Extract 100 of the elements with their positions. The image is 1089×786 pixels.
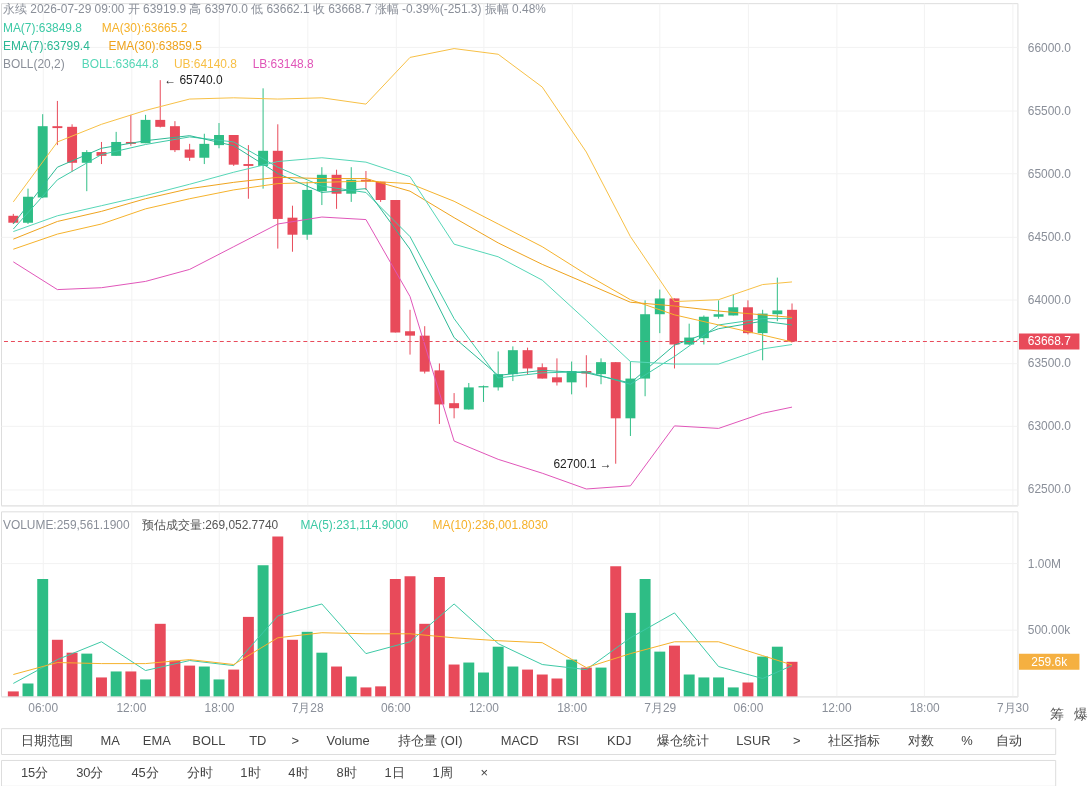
text: 自动 [996, 733, 1023, 749]
annotation: 永续 2026-07-29 09:00 开 63919.9 高 63970.0 低 63662.1 收 63668.7 涨幅 -0.39%(-251.3) 振幅 0.48% [2, 2, 547, 17]
text: 分时 [186, 764, 213, 780]
text: 筹 [1050, 706, 1065, 723]
bar [22, 683, 34, 697]
text: 爆 [1074, 706, 1089, 723]
bar [757, 656, 769, 697]
bar [228, 669, 240, 697]
text: > [291, 733, 300, 749]
text: 45分 [131, 764, 159, 780]
bar [507, 666, 519, 697]
ref-line-label: 63668.7 [1027, 334, 1072, 349]
x-tick-label: 7月29 [644, 700, 677, 715]
text: 259.6k [1031, 654, 1068, 669]
candlestick [713, 299, 724, 320]
bar [37, 579, 49, 697]
text: 1日 [384, 764, 405, 780]
x-tick-label: 06:00 [733, 700, 764, 715]
bar [287, 639, 298, 697]
y-tick-label: 64500.0 [1027, 230, 1072, 245]
text: KDJ [607, 733, 632, 749]
bar [522, 669, 534, 697]
text: 爆仓统计 [656, 733, 709, 749]
y-tick-label: 63500.0 [1027, 356, 1072, 371]
text: EMA [142, 733, 172, 749]
bar [257, 565, 269, 697]
bar [125, 671, 137, 697]
annotation: BOLL(20,2) [2, 57, 65, 72]
x-tick-label: 12:00 [821, 700, 852, 715]
bar [786, 661, 798, 697]
bar [375, 686, 387, 697]
bar [580, 667, 592, 697]
candlestick [463, 382, 474, 410]
bar [242, 616, 254, 697]
bar [610, 566, 622, 697]
annotation: 62700.1 → [553, 456, 612, 471]
line-series [12, 603, 793, 684]
bar [669, 645, 680, 697]
bar [360, 687, 372, 697]
text: LSUR [736, 733, 771, 749]
x-tick-label: 06:00 [28, 700, 59, 715]
bar [463, 662, 475, 697]
text: 4时 [288, 764, 309, 780]
text: TD [249, 733, 267, 749]
bar [742, 682, 754, 697]
bar [272, 536, 284, 697]
text: 8时 [336, 764, 357, 780]
bar [566, 659, 578, 697]
candlestick [551, 357, 562, 387]
bar [316, 652, 328, 697]
y-tick-label: 500.00k [1027, 623, 1071, 638]
text: Volume [326, 733, 370, 749]
bar [448, 664, 460, 697]
y-tick-label: 65500.0 [1027, 103, 1072, 118]
bar [301, 631, 313, 697]
text: MA [100, 733, 121, 749]
bar [96, 677, 107, 697]
x-tick-label: 12:00 [116, 700, 147, 715]
line-series [12, 216, 793, 490]
candlestick [155, 79, 166, 128]
text: MA(10):236,001.8030 [432, 518, 549, 533]
bar [213, 679, 225, 697]
text: MA(30):63665.2 [101, 20, 188, 35]
bar [389, 579, 401, 697]
y-tick-label: 62500.0 [1027, 482, 1072, 497]
bar [713, 677, 725, 697]
candlestick [169, 120, 180, 153]
bar [492, 646, 504, 697]
text: 30分 [76, 764, 104, 780]
text: 对数 [907, 733, 934, 749]
bar [154, 623, 166, 697]
annotation: 预估成交量:269,052.7740 [141, 518, 279, 533]
bar [184, 665, 196, 697]
bar [66, 652, 78, 697]
y-tick-label: 64000.0 [1027, 293, 1072, 308]
x-tick-label: 7月30 [996, 700, 1030, 715]
annotation: ← 65740.0 [164, 73, 223, 88]
text: MA(5):231,114.9000 [300, 518, 409, 533]
bar [140, 679, 152, 697]
bar [433, 577, 445, 697]
bar [198, 666, 210, 697]
x-tick-label: 06:00 [380, 700, 412, 715]
bar [345, 676, 357, 697]
x-tick-label: 18:00 [204, 700, 235, 715]
text: EMA(30):63859.5 [108, 38, 203, 53]
bar [624, 612, 636, 697]
annotation: VOLUME:259,561.1900 [2, 518, 130, 533]
bar [727, 687, 739, 697]
y-tick-label: 66000.0 [1027, 40, 1072, 55]
text: MA(7):63849.8 [2, 20, 83, 35]
text: > [792, 733, 801, 749]
bar [654, 651, 666, 697]
candlestick [596, 357, 606, 385]
bar [110, 671, 122, 697]
text: 社区指标 [828, 733, 881, 749]
candlestick [522, 347, 533, 375]
text: 持仓量 (OI) [397, 733, 463, 749]
text: × [480, 764, 488, 780]
bar [536, 674, 548, 697]
candlestick [772, 277, 783, 322]
